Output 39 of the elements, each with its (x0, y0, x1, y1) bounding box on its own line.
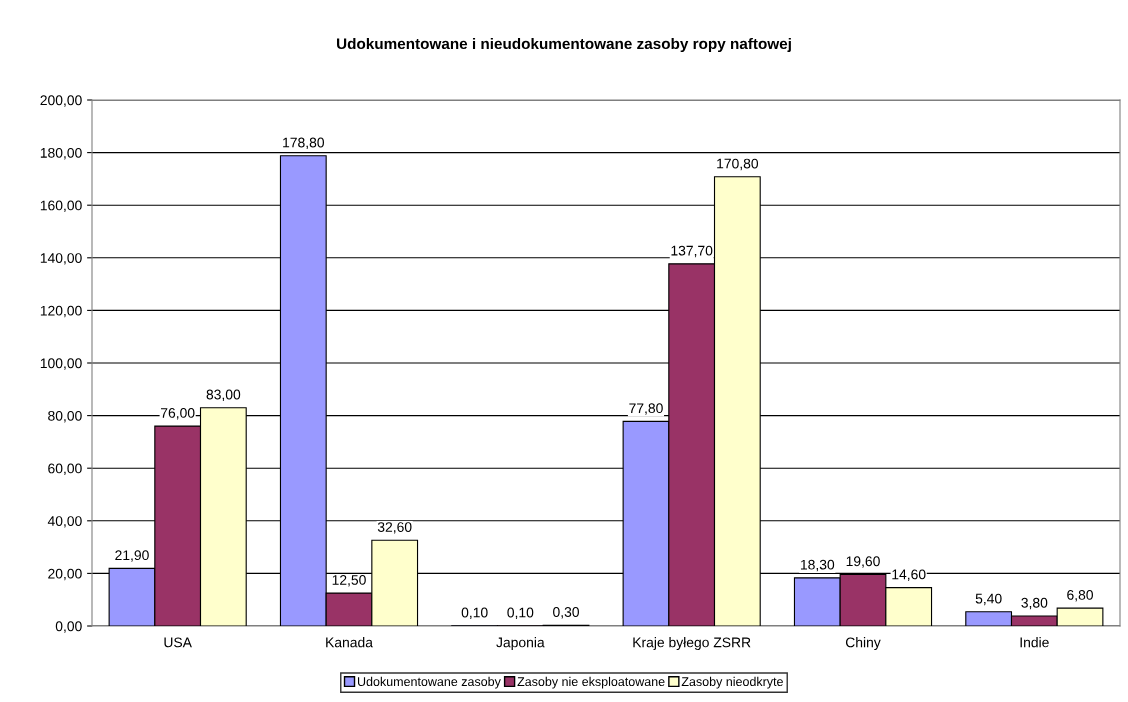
data-label: 18,30 (800, 559, 835, 572)
y-tick-label: 140,00 (40, 253, 82, 265)
y-tick-label: 160,00 (40, 200, 82, 213)
data-label: 170,80 (717, 158, 759, 171)
data-label: 21,90 (115, 550, 149, 562)
y-tick-label: 200,00 (40, 95, 82, 107)
x-tick-label: Japonia (496, 637, 545, 651)
x-tick-label: Chiny (845, 637, 881, 651)
data-label: 19,60 (846, 556, 880, 568)
y-tick-label: 0,00 (55, 621, 82, 633)
data-label: 76,00 (161, 407, 195, 420)
data-label: 12,50 (332, 574, 366, 587)
data-label: 0,10 (507, 607, 534, 620)
data-label: 14,60 (892, 569, 926, 581)
data-label: 137,70 (671, 245, 713, 258)
legend-label: Udokumentowane zasoby (357, 676, 501, 689)
x-tick-label: Kraje byłego ZSRR (633, 637, 751, 651)
y-tick-label: 120,00 (40, 305, 82, 318)
legend-label: Zasoby nieodkryte (681, 676, 783, 689)
x-tick-label: USA (164, 637, 192, 648)
x-tick-label: Kanada (326, 637, 373, 648)
y-tick-label: 20,00 (48, 568, 82, 581)
chart-title: Udokumentowane i nieudokumentowane zasoby ropy naftowej (337, 37, 791, 53)
data-label: 6,80 (1067, 589, 1093, 602)
data-label: 5,40 (975, 593, 1002, 606)
data-label: 0,30 (553, 607, 579, 619)
y-tick-label: 180,00 (40, 147, 82, 160)
x-tick-label: Indie (1020, 637, 1049, 648)
data-label: 3,80 (1021, 597, 1048, 610)
y-tick-label: 40,00 (47, 516, 82, 528)
y-tick-label: 80,00 (48, 410, 82, 423)
data-label: 83,00 (206, 389, 241, 402)
data-label: 0,10 (461, 607, 488, 620)
data-label: 77,80 (629, 403, 663, 415)
y-tick-label: 60,00 (48, 463, 82, 476)
data-label: 32,60 (377, 522, 412, 534)
legend-label: Zasoby nie eksploatowane (517, 676, 665, 689)
data-label: 178,80 (283, 137, 325, 150)
y-tick-label: 100,00 (40, 358, 82, 370)
